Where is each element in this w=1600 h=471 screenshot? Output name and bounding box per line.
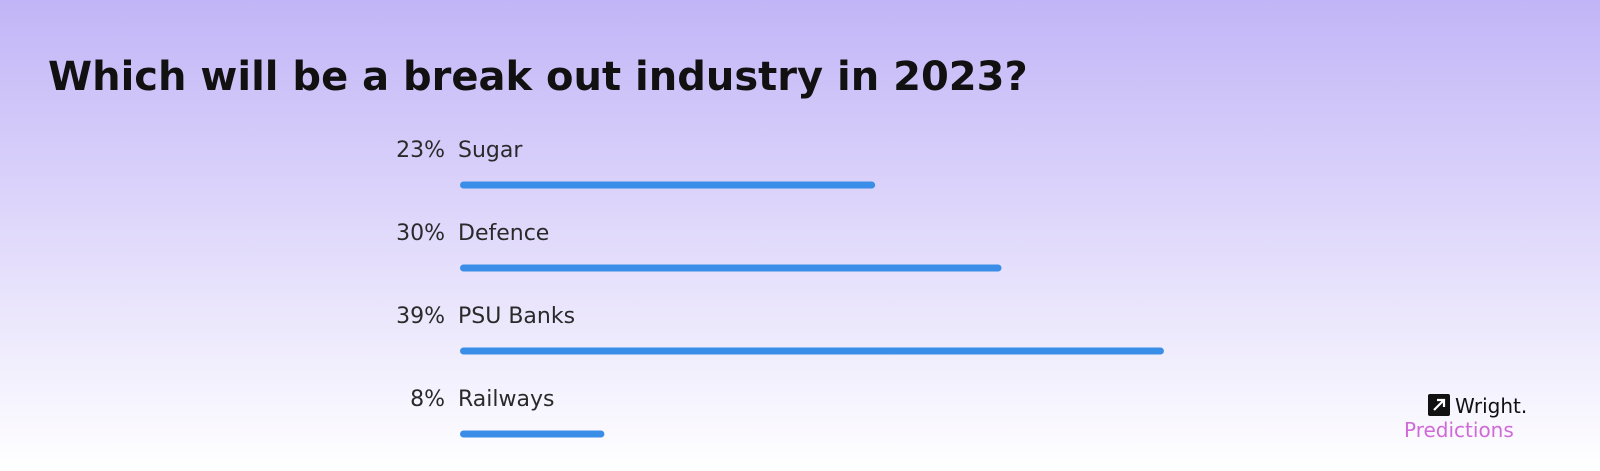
option-label: Defence bbox=[458, 221, 549, 246]
bar bbox=[460, 347, 1164, 355]
option-label: Sugar bbox=[458, 138, 523, 163]
bar bbox=[460, 430, 605, 438]
value-label: 23% bbox=[396, 138, 445, 163]
brand-arrow bbox=[1433, 398, 1446, 411]
brand-product: Predictions bbox=[1404, 418, 1514, 442]
bar bbox=[460, 264, 1002, 272]
value-label: 39% bbox=[396, 304, 445, 329]
bar bbox=[460, 181, 876, 189]
brand-name: Wright. bbox=[1455, 394, 1527, 418]
value-label: 30% bbox=[396, 221, 445, 246]
option-label: PSU Banks bbox=[458, 304, 575, 329]
option-label: Railways bbox=[458, 387, 554, 412]
brand-logo: Wright. Predictions bbox=[1404, 394, 1527, 442]
chart-title: Which will be a break out industry in 20… bbox=[48, 54, 1028, 100]
value-label: 8% bbox=[410, 387, 445, 412]
